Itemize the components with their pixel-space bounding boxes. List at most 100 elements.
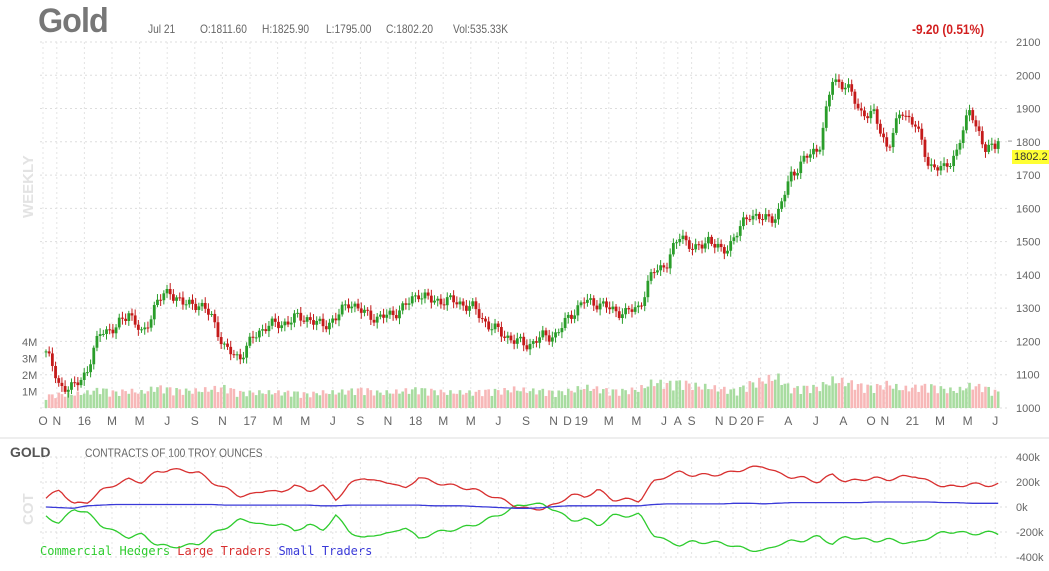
candle-body [372,319,376,323]
candle-body [843,87,847,90]
time-tick-label: N [549,414,558,428]
candle-body [621,314,624,319]
candle-body [369,310,373,320]
time-tick-label: J [164,414,170,428]
volume-bar [121,389,124,408]
volume-bar [92,390,96,408]
volume-bar [847,382,850,408]
candle-body [337,314,341,321]
volume-bar [344,394,347,408]
candle-body [968,110,971,116]
volume-bar [904,385,908,408]
candle-body [477,309,481,319]
volume-bar [560,391,564,408]
candle-body [458,301,462,305]
candle-body [162,293,166,301]
candle-body [283,321,287,326]
volume-bar [713,385,717,408]
candle-body [235,354,239,356]
candle-body [964,115,968,131]
candle-body [63,386,67,392]
candle-body [449,295,452,298]
volume-bar [436,395,440,408]
volume-bar [366,388,369,408]
volume-bar [270,394,274,408]
volume-bar [984,386,987,408]
cot-tick-label: -400k [1016,552,1044,564]
volume-bar [945,393,949,408]
candle-body [474,301,478,310]
candle-body [786,181,790,195]
volume-bar [242,391,245,408]
volume-bar [716,391,720,408]
volume-bar [777,373,780,408]
price-tick-label: 1800 [1016,137,1040,149]
volume-bar [923,383,927,408]
volume-bar [194,388,197,408]
volume-bar [353,395,357,408]
volume-bar [79,394,83,408]
volume-bar [442,392,446,408]
volume-bar [305,393,309,408]
time-tick-label: M [107,414,117,428]
volume-bar [805,385,809,408]
candle-body [210,313,213,315]
last-price-badge: 1802.2 [1012,150,1049,164]
volume-bar [417,394,420,408]
volume-bar [159,385,162,408]
time-tick-label: 19 [575,414,589,428]
candle-body [885,137,889,147]
volume-bar [633,389,637,408]
candle-body [480,318,484,320]
candle-body [531,341,535,344]
volume-bar [551,390,554,408]
volume-bar [767,374,771,408]
candle-body [585,299,589,303]
candle-body [923,139,927,157]
candle-body [748,219,752,221]
candle-body [152,305,156,320]
candle-body [506,335,510,338]
volume-bar [477,389,481,408]
candle-body [742,217,745,227]
time-tick-label: M [135,414,145,428]
candle-body [700,244,704,249]
candle-body [490,329,494,331]
candle-body [535,341,538,343]
candle-body [130,313,134,316]
time-tick-label: 17 [243,414,257,428]
candle-body [264,329,268,332]
price-tick-label: 2100 [1016,37,1040,49]
candle-body [296,312,299,314]
volume-bar [455,393,459,408]
volume-bar [748,381,752,408]
volume-bar [576,386,580,408]
time-tick-label: A [784,414,792,428]
candle-body [547,335,551,342]
volume-bar [672,390,675,408]
volume-bar [423,388,427,408]
candle-body [515,338,519,344]
candle-body [363,309,366,313]
candle-body [318,318,322,321]
candle-body [656,270,659,273]
cot-subtitle: CONTRACTS OF 100 TROY OUNCES [85,446,263,460]
candle-body [888,146,892,148]
volume-bar [519,391,522,408]
candle-body [608,307,612,310]
volume-bar [197,391,201,408]
candle-body [598,303,602,310]
candle-body [312,320,315,325]
volume-bar [203,387,207,408]
price-tick-label: 1600 [1016,203,1040,215]
low-value: L:1795.00 [326,22,372,36]
volume-bar [859,383,863,408]
candle-body [904,115,908,117]
volume-bar [86,390,89,408]
candle-body [942,163,946,166]
candle-body [484,318,487,322]
volume-bar [926,392,930,408]
volume-bar [223,384,226,408]
candle-body [92,347,96,365]
